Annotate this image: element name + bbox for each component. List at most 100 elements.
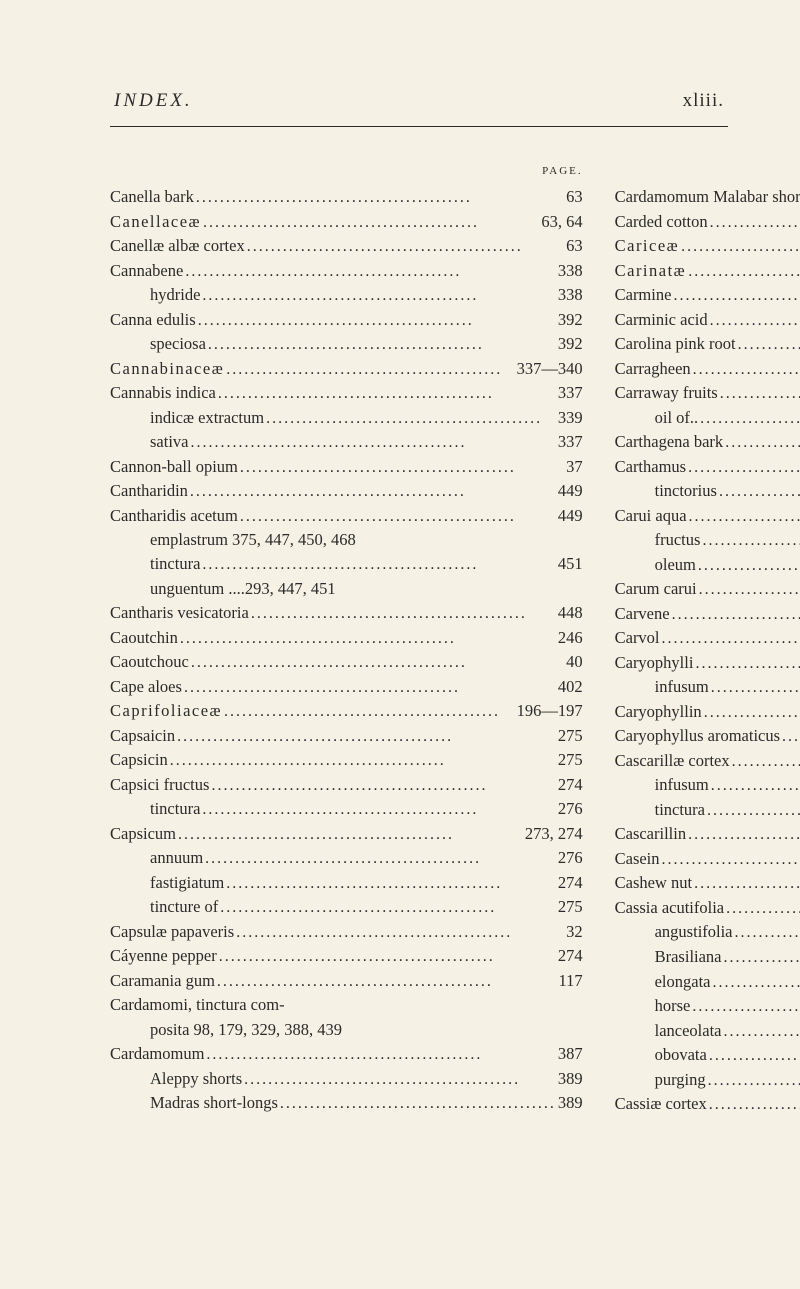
dot-leader xyxy=(709,773,800,798)
entry-page: 337 xyxy=(558,381,583,405)
entry-text: Caryophylli xyxy=(615,651,694,675)
index-entry: Cantharidis acetum449 xyxy=(110,504,583,529)
entry-page: 389 xyxy=(558,1091,583,1115)
dot-leader xyxy=(224,357,516,382)
entry-text: Caramania gum xyxy=(110,969,215,993)
index-entry: Casein456 xyxy=(615,847,800,872)
entry-text: Caoutchin xyxy=(110,626,178,650)
dot-leader xyxy=(687,504,800,529)
dot-leader xyxy=(692,871,800,896)
entry-text: infusum xyxy=(655,675,709,699)
entry-text: Carolina pink root xyxy=(615,332,736,356)
entry-page: 392 xyxy=(558,308,583,332)
entry-page: 389 xyxy=(558,1067,583,1091)
left-column: PAGE. Canella bark63Canellaceæ63, 64Cane… xyxy=(110,165,599,1117)
entry-page: 337—340 xyxy=(517,357,583,381)
entry-page: 274 xyxy=(558,773,583,797)
index-entry: Caprifoliaceæ196—197 xyxy=(110,699,583,724)
dot-leader xyxy=(249,601,558,626)
entry-text: tinctorius xyxy=(655,479,717,503)
dot-leader xyxy=(670,602,800,627)
index-entry: Caryophyllin169 xyxy=(615,700,800,725)
index-entry: Capsicum273, 274 xyxy=(110,822,583,847)
index-entry: Canna edulis392 xyxy=(110,308,583,333)
dot-leader xyxy=(204,1042,557,1067)
index-entry: infusum343 xyxy=(615,773,800,798)
index-entry: Cariceæ341 xyxy=(615,234,800,259)
index-entry: oleum179 xyxy=(615,553,800,578)
entry-page: 63 xyxy=(566,234,583,258)
dot-leader xyxy=(708,210,800,235)
dot-leader xyxy=(200,552,557,577)
entry-text: Capsicin xyxy=(110,748,168,772)
dot-leader xyxy=(700,528,800,553)
entry-text: angustifolia xyxy=(655,920,733,944)
index-entry: Canella bark63 xyxy=(110,185,583,210)
index-entry: Madras short-longs389 xyxy=(110,1091,583,1116)
entry-text: Carthamus xyxy=(615,455,687,479)
index-entry: tinctorius394 xyxy=(615,479,800,504)
entry-text: Carmine xyxy=(615,283,672,307)
dot-leader xyxy=(711,970,800,995)
dot-leader xyxy=(238,455,566,480)
dot-leader xyxy=(708,308,800,333)
entry-text: annuum xyxy=(150,846,203,870)
entry-page: 402 xyxy=(558,675,583,699)
entry-page: 196—197 xyxy=(517,699,583,723)
entry-page: 63 xyxy=(566,185,583,209)
dot-leader xyxy=(200,283,557,308)
entry-text: Carum carui xyxy=(615,577,697,601)
entry-page: 339 xyxy=(558,406,583,430)
index-entry: Cardamomum387 xyxy=(110,1042,583,1067)
entry-text: lanceolata xyxy=(655,1019,722,1043)
index-entry: Carded cotton74 xyxy=(615,210,800,235)
dot-leader xyxy=(717,479,800,504)
dot-leader xyxy=(206,332,558,357)
dot-leader xyxy=(215,969,559,994)
index-entry: lanceolata133 xyxy=(615,1019,800,1044)
index-entry: Carolina pink root256 xyxy=(615,332,800,357)
dot-leader xyxy=(686,455,800,480)
index-entry: annuum276 xyxy=(110,846,583,871)
entry-text: Capsaicin xyxy=(110,724,175,748)
dot-leader xyxy=(733,920,800,945)
entry-page: 451 xyxy=(558,552,583,576)
index-entry: Caramania gum117 xyxy=(110,969,583,994)
dot-leader xyxy=(780,724,800,749)
entry-text: hydride xyxy=(150,283,200,307)
index-entry: Canellaceæ63, 64 xyxy=(110,210,583,235)
entry-text: elongata xyxy=(655,970,711,994)
entry-text: speciosa xyxy=(150,332,206,356)
entry-text: oil of.. xyxy=(655,406,699,430)
index-entry: Carraway fruits178 xyxy=(615,381,800,406)
index-entry: obovata133 xyxy=(615,1043,800,1068)
entry-text: obovata xyxy=(655,1043,707,1067)
dot-leader xyxy=(693,651,800,676)
entry-text: Cascarillæ cortex xyxy=(615,749,730,773)
index-entry: Cascarillin343 xyxy=(615,822,800,847)
index-entry: Cáyenne pepper274 xyxy=(110,944,583,969)
index-entry: Caoutchouc40 xyxy=(110,650,583,675)
index-entry: emplastrum 375, 447, 450, 468 xyxy=(110,528,583,552)
entry-text: Cannabinaceæ xyxy=(110,357,224,381)
index-entry: Carvene179 xyxy=(615,602,800,627)
dot-leader xyxy=(686,259,800,284)
index-entry: Cardamomum Malabar shorts389 xyxy=(615,185,800,210)
dot-leader xyxy=(217,944,558,969)
entry-page: 275 xyxy=(558,724,583,748)
dot-leader xyxy=(264,406,558,431)
index-entry: Cassia acutifolia133 xyxy=(615,896,800,921)
dot-leader xyxy=(189,430,558,455)
index-entry: unguentum ....293, 447, 451 xyxy=(110,577,583,601)
entry-text: Carthagena bark xyxy=(615,430,724,454)
entry-text: Capsicum xyxy=(110,822,176,846)
index-entry: posita 98, 179, 329, 388, 439 xyxy=(110,1018,583,1042)
index-entry: Caryophylli169 xyxy=(615,651,800,676)
entry-text: Casein xyxy=(615,847,660,871)
entry-text: Cardamomum xyxy=(110,1042,204,1066)
dot-leader xyxy=(723,430,800,455)
dot-leader xyxy=(722,945,800,970)
dot-leader xyxy=(706,1068,800,1093)
dot-leader xyxy=(721,1019,800,1044)
header-page-number: xliii. xyxy=(683,90,724,112)
